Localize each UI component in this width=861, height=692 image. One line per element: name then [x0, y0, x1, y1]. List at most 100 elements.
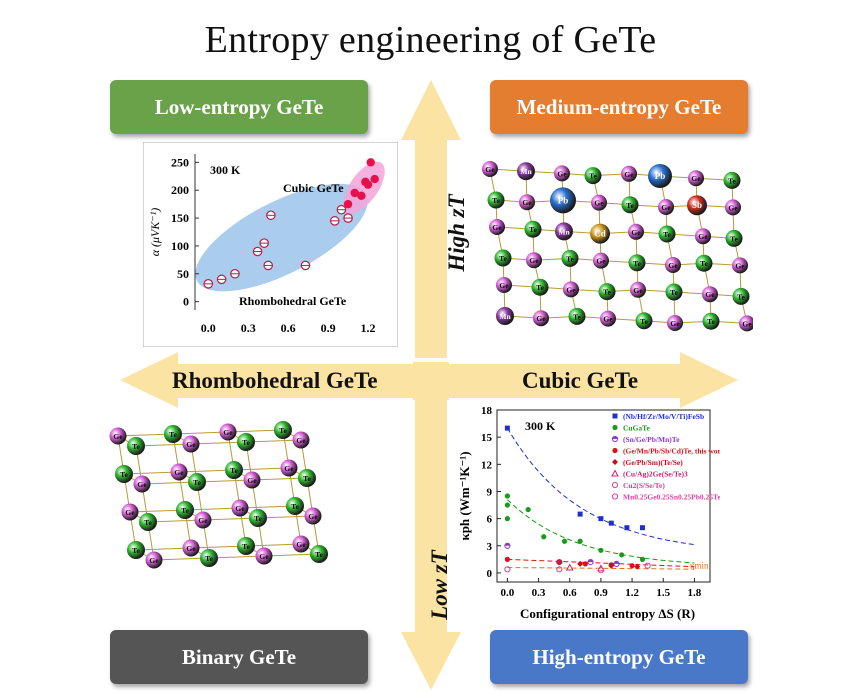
atom-te-label: Te: [566, 254, 574, 263]
seebeck-ytick-label: 250: [171, 155, 189, 169]
kappa-point: [612, 459, 618, 465]
atom-pb-label: Pb: [655, 171, 666, 181]
seebeck-ytick-label: 100: [171, 239, 189, 253]
atom-te-label: Te: [291, 502, 299, 511]
atom-te-label: Te: [181, 506, 189, 515]
atom-ge: [243, 471, 261, 489]
atom-ge: [702, 286, 718, 303]
seebeck-point-cubic: [357, 191, 366, 200]
kappa-frame: [496, 409, 711, 583]
kappa-temperature: 300 K: [525, 419, 556, 433]
atom-te-label: Te: [230, 466, 238, 475]
kappa-point: [565, 563, 574, 571]
atom-ge: [292, 431, 310, 449]
atom-ge: [725, 199, 741, 216]
kappa-xtick-label: 0.6: [563, 587, 577, 599]
seebeck-point-cubic: [343, 199, 353, 209]
axis-right-label: Cubic GeTe: [522, 368, 639, 393]
kappa-point-fill: [612, 436, 618, 439]
binary-box: Binary GeTe: [110, 630, 368, 684]
kappa-ylabel: κph (Wm⁻¹K⁻¹): [457, 451, 472, 540]
atom-te: [487, 191, 505, 209]
atom-te: [225, 461, 243, 479]
atom-te-label: Te: [499, 254, 507, 263]
kappa-legend-label: Mn0.25Ge0.25Sn0.25Pb0.25Te: [623, 493, 720, 502]
binary-lattice: Ge Te Ge Te Te Ge Te Ge Ge Te Ge Te Te Ge Te Ge Te Ge Te Ge…: [109, 421, 328, 569]
atom-ge: [630, 281, 646, 298]
atom-ge-label: Ge: [113, 432, 123, 441]
kappa-legend-label: CuGaTe: [623, 424, 650, 433]
atom-ge-label: Ge: [668, 261, 678, 270]
kappa-legend-label: (Sn/Ge/Pb/Mn)Te: [623, 435, 680, 444]
atom-te-label: Te: [640, 317, 648, 326]
bond: [251, 477, 308, 481]
seebeck-xtick-label: 1.2: [361, 321, 376, 335]
seebeck-cubic-label: Cubic GeTe: [283, 181, 344, 195]
kappa-point: [611, 493, 619, 500]
bond: [196, 479, 253, 483]
atom-ge: [482, 161, 498, 177]
atom-ge: [554, 165, 570, 182]
kappa-xtick-label: 0.9: [594, 587, 608, 599]
bond: [239, 505, 296, 509]
kappa-legend-label: (Nb/Hf/Zr/Mo/V/Ti)FeSb: [623, 412, 704, 421]
seebeck-temperature: 300 K: [210, 163, 241, 177]
kappa-ytick-label: 3: [487, 541, 493, 553]
atom-cd-label: Cd: [594, 229, 606, 239]
atom-ge: [145, 551, 163, 569]
atom-te: [723, 171, 741, 189]
kappa-point: [624, 525, 630, 531]
atom-ge-label: Ge: [125, 508, 135, 517]
kappa-point: [612, 413, 618, 419]
atom-ge: [496, 277, 512, 293]
atom-ge-label: Ge: [235, 504, 245, 513]
arrow-down: [401, 400, 461, 690]
atom-te-label: Te: [205, 554, 213, 563]
atom-te-label: Te: [492, 196, 500, 205]
atom-mn-label: Mn: [499, 312, 511, 321]
atom-ge: [182, 539, 200, 557]
kappa-point: [598, 516, 604, 522]
atom-ge: [732, 257, 748, 274]
seebeck-xtick-label: 0.0: [201, 321, 216, 335]
atom-ge-label: Ge: [492, 223, 502, 232]
atom-te: [274, 421, 292, 439]
atom-ge-label: Ge: [698, 232, 708, 241]
atom-te: [164, 425, 182, 443]
kappa-point-fill: [504, 543, 510, 546]
atom-te: [658, 225, 676, 243]
atom-ge-label: Ge: [198, 516, 208, 525]
atom-mn-label: Mn: [520, 167, 532, 176]
atom-te: [286, 497, 304, 515]
arrow-right: [447, 352, 738, 408]
atom-te-label: Te: [573, 312, 581, 321]
atom-te: [127, 541, 145, 559]
atom-ge-label: Ge: [705, 290, 715, 299]
atom-ge: [280, 459, 298, 477]
bond: [123, 471, 180, 475]
atom-ge-label: Ge: [296, 436, 306, 445]
atom-ge-label: Ge: [499, 281, 509, 290]
atom-te-label: Te: [728, 176, 736, 185]
atom-te-label: Te: [132, 546, 140, 555]
atom-ge: [600, 310, 616, 327]
atom-te: [127, 437, 145, 455]
atom-ge: [533, 310, 549, 327]
kappa-point: [598, 547, 604, 553]
atom-ge: [519, 194, 535, 211]
kappa-legend-label: (Cu/Ag)2Ge(Se/Te)3: [623, 470, 688, 479]
atom-te: [725, 229, 743, 247]
atom-te-label: Te: [279, 426, 287, 435]
atom-pb: [648, 164, 672, 188]
atom-ge: [658, 199, 674, 215]
kappa-xtick-label: 1.5: [656, 587, 670, 599]
kappa-point: [634, 563, 641, 570]
atom-te: [702, 312, 720, 330]
atom-te: [298, 469, 316, 487]
seebeck-rhombo-label: Rhombohedral GeTe: [239, 294, 347, 308]
atom-ge-label: Ge: [670, 319, 680, 328]
atom-ge: [194, 511, 212, 529]
kappa-ytick-label: 18: [481, 405, 493, 417]
kappa-xtick-label: 1.8: [688, 587, 702, 599]
kappa-trend-red: [507, 558, 695, 568]
